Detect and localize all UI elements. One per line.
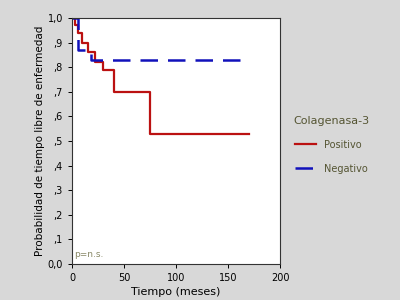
X-axis label: Tiempo (meses): Tiempo (meses): [131, 287, 221, 297]
Y-axis label: Probabilidad de tiempo libre de enfermedad: Probabilidad de tiempo libre de enfermed…: [35, 26, 45, 256]
Legend: Positivo, Negativo: Positivo, Negativo: [293, 116, 369, 174]
Text: p=n.s.: p=n.s.: [74, 250, 104, 259]
